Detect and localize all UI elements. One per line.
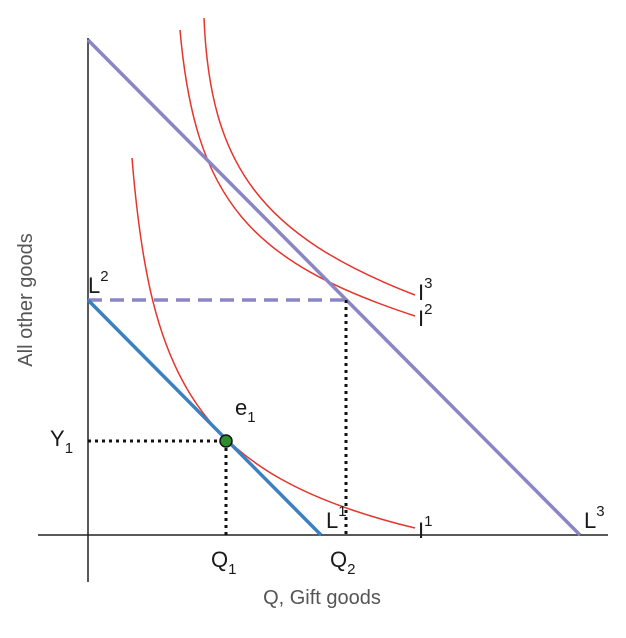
tick-label-q1: Q1 bbox=[211, 547, 236, 578]
label-i2: I2 bbox=[418, 301, 432, 331]
indifference-curve-i1 bbox=[131, 157, 416, 529]
label-l2: L2 bbox=[88, 268, 109, 298]
indifference-curve-i3 bbox=[203, 17, 416, 296]
label-e1: e1 bbox=[235, 395, 256, 426]
tick-label-q2: Q2 bbox=[330, 547, 355, 578]
budget-line-l1 bbox=[86, 298, 323, 537]
label-i1: I1 bbox=[418, 513, 432, 543]
y-axis-title: All other goods bbox=[15, 233, 37, 366]
label-i3: I3 bbox=[418, 275, 432, 305]
equilibrium-point bbox=[219, 434, 233, 448]
label-l1: L1 bbox=[326, 503, 347, 533]
label-l3: L3 bbox=[584, 503, 605, 533]
budget-line-l3 bbox=[86, 38, 582, 537]
x-axis-title: Q, Gift goods bbox=[263, 587, 381, 609]
tick-label-y1: Y1 bbox=[50, 426, 73, 457]
indifference-curve-i2 bbox=[179, 29, 416, 317]
